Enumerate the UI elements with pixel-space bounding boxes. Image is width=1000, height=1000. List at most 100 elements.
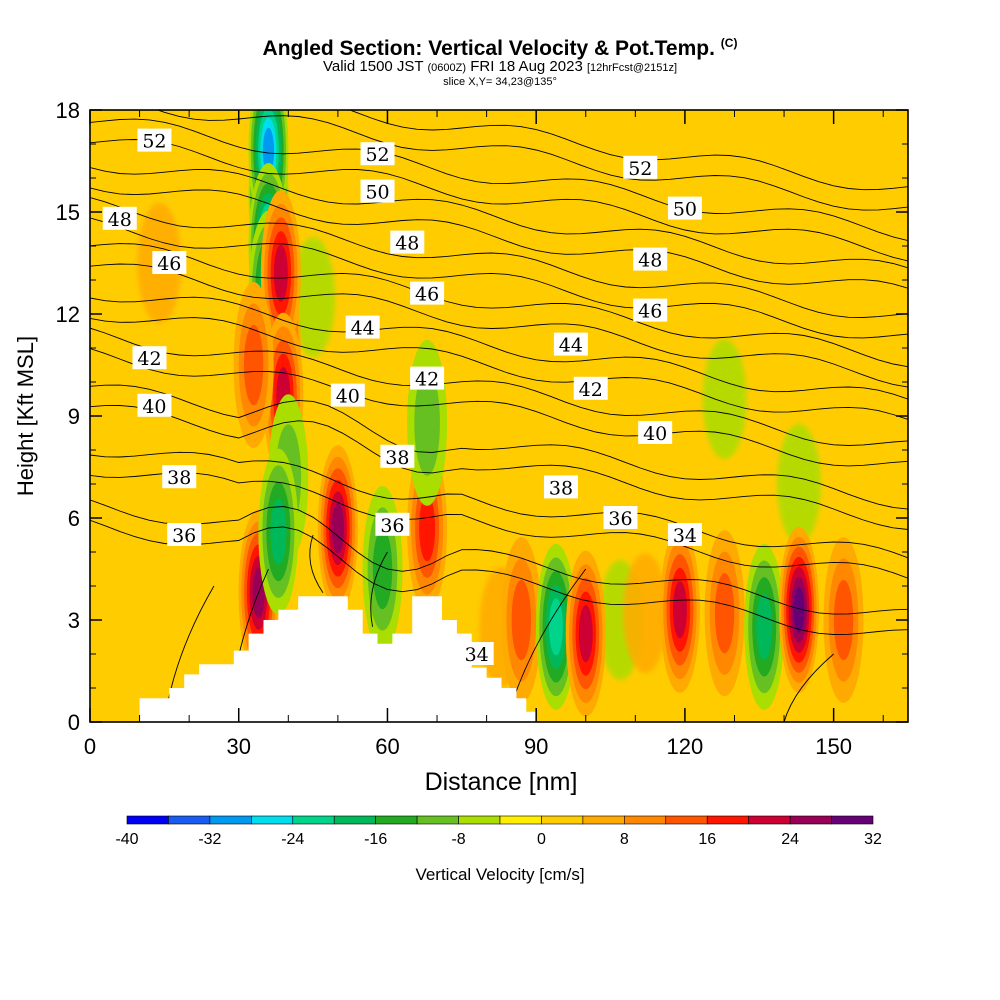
velocity-cell xyxy=(776,424,821,544)
velocity-cell xyxy=(262,127,275,174)
contour-label-box xyxy=(360,179,395,203)
contour-label: 48 xyxy=(390,230,425,255)
contour-label: 52 xyxy=(137,128,172,153)
contour-label-box xyxy=(390,230,425,254)
theta-contour xyxy=(90,296,908,400)
contour-label-text: 48 xyxy=(395,233,419,255)
contour-label-text: 38 xyxy=(385,447,409,469)
colorbar-tick-label: -32 xyxy=(198,831,221,848)
velocity-cell xyxy=(714,573,735,654)
contour-label-text: 40 xyxy=(142,396,166,418)
y-tick-label: 12 xyxy=(56,302,80,327)
contour-label-text: 46 xyxy=(638,301,662,323)
velocity-cell xyxy=(243,324,264,406)
theta-contour xyxy=(370,551,388,627)
slice-info: slice X,Y= 34,23@135° xyxy=(443,76,557,88)
colorbar-swatch xyxy=(541,815,584,825)
velocity-cell xyxy=(273,244,288,302)
theta-contour xyxy=(90,167,908,269)
colorbar-swatch xyxy=(706,815,749,825)
theta-contour xyxy=(90,139,908,262)
colorbar-tick-label: 16 xyxy=(698,831,716,848)
y-tick-label: 18 xyxy=(56,98,80,123)
y-tick-label: 9 xyxy=(68,404,80,429)
terrain xyxy=(90,596,537,722)
contour-label: 40 xyxy=(137,393,172,418)
colorbar-tick-label: 0 xyxy=(537,831,546,848)
contour-label: 50 xyxy=(360,179,395,204)
velocity-cell xyxy=(291,237,336,357)
theta-contour xyxy=(90,187,908,289)
contour-label-box xyxy=(667,523,702,546)
contour-label-box xyxy=(360,142,395,166)
theta-contour xyxy=(90,519,908,635)
contour-label-text: 36 xyxy=(172,525,196,547)
contour-label-text: 48 xyxy=(638,250,662,272)
velocity-cell xyxy=(414,369,440,476)
theta-contour xyxy=(90,317,908,420)
contour-label: 46 xyxy=(410,281,445,306)
contour-label-box xyxy=(623,155,658,179)
velocity-cell xyxy=(833,579,854,661)
x-axis-label: Distance [nm] xyxy=(425,768,578,796)
colorbar-tick-label: 32 xyxy=(864,831,882,848)
contour-label-box xyxy=(459,642,494,665)
theta-contour xyxy=(90,327,908,446)
velocity-cell xyxy=(549,598,563,656)
colorbar-swatch xyxy=(458,815,501,825)
contour-label: 42 xyxy=(132,346,167,370)
contour-label-text: 40 xyxy=(643,423,667,445)
contour-label: 38 xyxy=(162,465,197,489)
theta-contour xyxy=(90,384,908,510)
colorbar-tick-label: 8 xyxy=(620,831,629,848)
contour-label: 48 xyxy=(633,247,668,272)
contour-label-text: 52 xyxy=(142,131,166,153)
y-tick-label: 3 xyxy=(68,608,80,633)
theta-contour xyxy=(90,118,908,242)
colorbar: -40 -32 -24 -16 -8 0 8 16 24 32 Vertical Velocity … xyxy=(115,815,882,884)
contour-label-box xyxy=(137,128,172,152)
contour-label-box xyxy=(380,444,415,468)
contour-label-text: 42 xyxy=(415,369,439,391)
chart-subtitle: Valid 1500 JST (0600Z) FRI 18 Aug 2023 [… xyxy=(322,58,678,75)
contour-label: 44 xyxy=(345,315,380,340)
contour-label-text: 52 xyxy=(365,144,389,166)
colorbar-swatch xyxy=(831,815,874,825)
colorbar-tick-label: -8 xyxy=(451,831,465,848)
contour-label-text: 46 xyxy=(415,284,439,306)
contour-label: 34 xyxy=(459,642,494,666)
theta-contour xyxy=(309,534,324,594)
y-tick-label: 6 xyxy=(68,506,80,531)
contour-label-text: 42 xyxy=(137,348,161,370)
contour-label: 42 xyxy=(573,376,608,401)
contour-label-box xyxy=(638,421,673,444)
contour-label-box xyxy=(137,393,172,417)
contour-label: 36 xyxy=(603,506,638,530)
colorbar-tick-label: -24 xyxy=(281,831,304,848)
contour-label-text: 38 xyxy=(167,467,191,489)
colorbar-swatch xyxy=(333,815,376,825)
velocity-cell xyxy=(793,586,805,633)
contour-label-text: 38 xyxy=(549,477,573,499)
contour-label: 52 xyxy=(360,142,395,166)
colorbar-swatch xyxy=(499,815,542,825)
colorbar-swatch xyxy=(416,815,459,825)
colorbar-swatch xyxy=(251,815,294,825)
contour-label: 44 xyxy=(553,332,588,357)
contour-label: 36 xyxy=(375,512,410,537)
theta-contour xyxy=(90,405,908,530)
y-axis-label: Height [Kft MSL] xyxy=(13,336,38,496)
contour-label: 52 xyxy=(623,155,658,180)
contour-label-box xyxy=(152,251,187,274)
x-tick-label: 120 xyxy=(667,734,704,759)
contour-label-box xyxy=(162,465,197,489)
contour-label-box xyxy=(553,332,588,356)
velocity-cell xyxy=(623,553,668,674)
contour-label-box xyxy=(410,366,445,390)
colorbar-tick-label: -40 xyxy=(115,831,138,848)
contour-label-box xyxy=(330,383,365,407)
velocity-cell xyxy=(270,498,287,565)
x-tick-label: 90 xyxy=(524,734,548,759)
